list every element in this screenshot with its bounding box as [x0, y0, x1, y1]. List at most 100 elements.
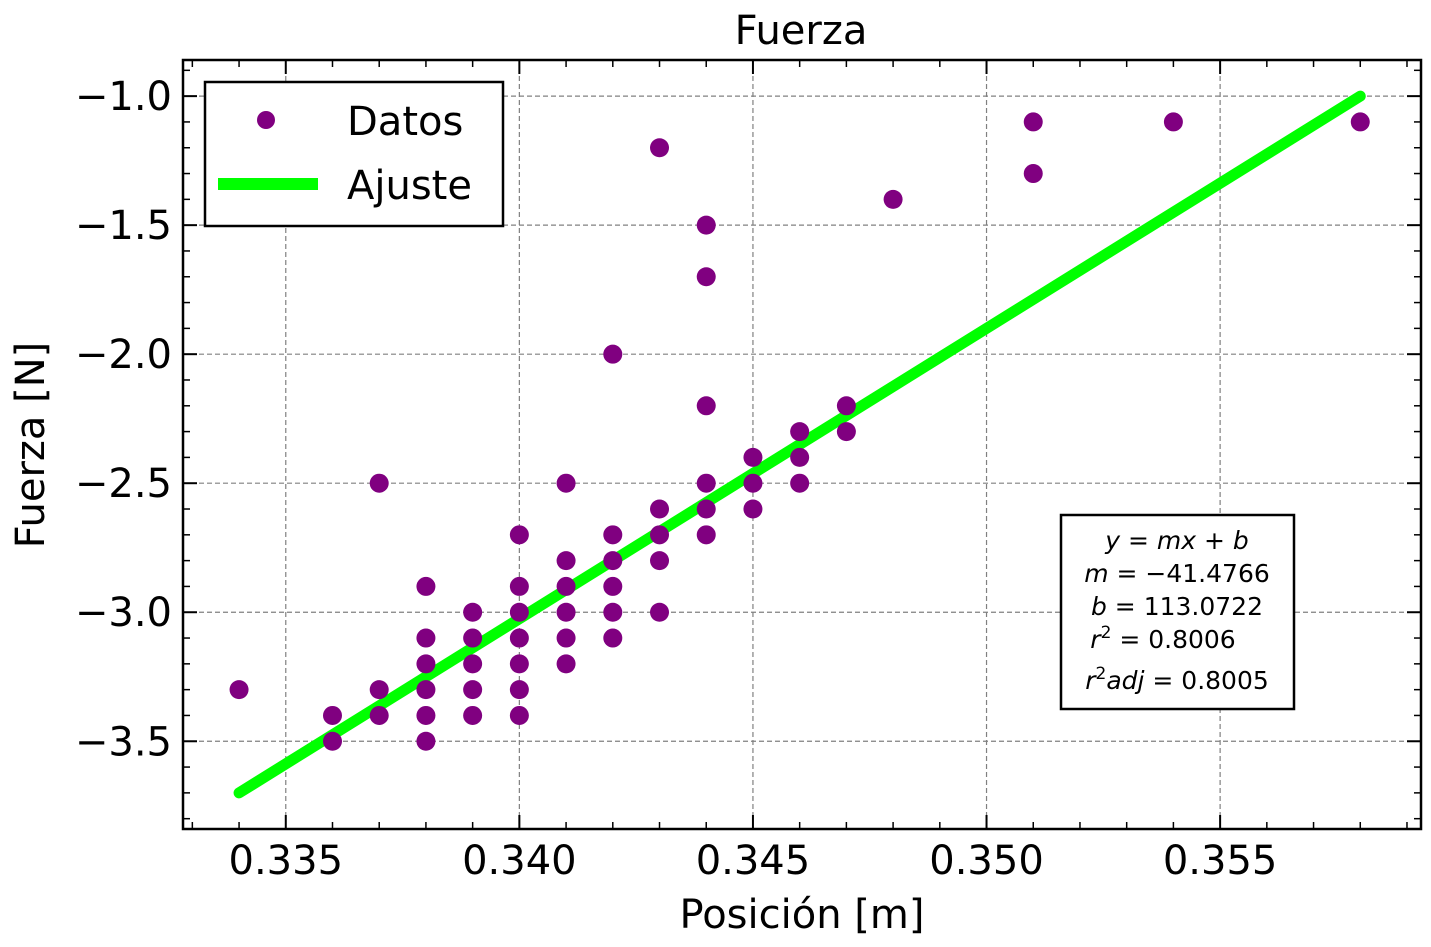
- legend-label-ajuste: Ajuste: [347, 163, 472, 209]
- stats-r2adj-sup: 2: [1095, 664, 1106, 684]
- data-point: [509, 654, 529, 674]
- y-tick-label: −2.5: [75, 461, 172, 507]
- data-point: [509, 705, 529, 725]
- data-point: [322, 705, 342, 725]
- x-tick-labels: 0.335 0.340 0.345 0.350 0.355: [229, 838, 1278, 884]
- data-point: [509, 525, 529, 545]
- fit-line-series: [233, 90, 1366, 799]
- legend-label-datos: Datos: [347, 99, 463, 145]
- y-tick-labels: −1.0 −1.5 −2.0 −2.5 −3.0 −3.5: [75, 74, 172, 765]
- y-tick-label: −3.0: [75, 590, 172, 636]
- data-point: [1350, 112, 1370, 132]
- data-point: [743, 473, 763, 493]
- stats-intercept-value: 113.0722: [1144, 592, 1263, 621]
- data-point: [416, 654, 436, 674]
- data-point: [696, 267, 716, 287]
- data-points-series: [229, 112, 1370, 751]
- data-point: [463, 680, 483, 700]
- data-point: [416, 680, 436, 700]
- y-tick-label: −3.5: [75, 719, 172, 765]
- data-point: [650, 551, 670, 571]
- data-point: [1023, 112, 1043, 132]
- data-point: [463, 628, 483, 648]
- plot-frame: [181, 58, 1423, 831]
- data-point: [650, 138, 670, 158]
- data-point: [556, 551, 576, 571]
- data-point: [556, 602, 576, 622]
- fit-line: [233, 90, 1366, 799]
- x-tick-label: 0.345: [696, 838, 811, 884]
- stats-r2-var: r: [1090, 625, 1102, 654]
- stats-r2adj-var: r: [1085, 666, 1097, 695]
- y-tick-label: −2.0: [75, 332, 172, 378]
- x-tick-label: 0.335: [229, 838, 344, 884]
- data-point: [696, 525, 716, 545]
- data-point: [696, 396, 716, 416]
- data-point: [229, 680, 249, 700]
- stats-slope: m = −41.4766: [1084, 559, 1270, 588]
- data-point: [883, 189, 903, 209]
- data-point: [463, 654, 483, 674]
- data-point: [696, 215, 716, 235]
- data-point: [650, 602, 670, 622]
- data-point: [322, 731, 342, 751]
- data-point: [556, 628, 576, 648]
- data-point: [650, 525, 670, 545]
- data-point: [743, 499, 763, 519]
- data-point: [509, 602, 529, 622]
- stats-r2adj-suffix: adj: [1106, 666, 1144, 695]
- data-point: [790, 447, 810, 467]
- data-point: [1023, 164, 1043, 184]
- data-point: [603, 602, 623, 622]
- stats-intercept-var: b: [1091, 592, 1107, 621]
- stats-equation: y = mx + b: [1104, 526, 1249, 555]
- stats-slope-var: m: [1084, 559, 1108, 588]
- data-point: [416, 628, 436, 648]
- data-point: [369, 680, 389, 700]
- y-tick-label: −1.5: [75, 203, 172, 249]
- data-point: [836, 396, 856, 416]
- data-point: [696, 473, 716, 493]
- data-point: [556, 576, 576, 596]
- data-point: [603, 628, 623, 648]
- stats-r2adj: r2adj = 0.8005: [1085, 664, 1269, 695]
- data-point: [603, 344, 623, 364]
- data-point: [463, 602, 483, 622]
- legend-box: [203, 80, 505, 228]
- stats-slope-value: −41.4766: [1145, 559, 1269, 588]
- data-point: [509, 628, 529, 648]
- stats-intercept: b = 113.0722: [1091, 592, 1263, 621]
- y-tick-label: −1.0: [75, 74, 172, 120]
- data-point: [416, 705, 436, 725]
- data-point: [509, 576, 529, 596]
- data-point: [836, 422, 856, 442]
- legend-marker-datos: [257, 111, 275, 129]
- stats-box: [1059, 513, 1296, 711]
- data-point: [416, 576, 436, 596]
- data-point: [416, 731, 436, 751]
- data-point: [603, 576, 623, 596]
- data-point: [1163, 112, 1183, 132]
- data-point: [603, 525, 623, 545]
- x-tick-label: 0.355: [1163, 838, 1278, 884]
- data-point: [790, 473, 810, 493]
- stats-annotation: y = mx + b m = −41.4766 b = 113.0722 r2 …: [1059, 513, 1296, 711]
- x-tick-label: 0.340: [462, 838, 577, 884]
- data-point: [556, 473, 576, 493]
- data-point: [790, 422, 810, 442]
- data-point: [369, 473, 389, 493]
- axis-ticks: [183, 60, 1421, 829]
- data-point: [696, 499, 716, 519]
- stats-r2: r2 = 0.8006: [1090, 623, 1235, 654]
- chart-title: Fuerza: [735, 8, 868, 54]
- data-point: [369, 705, 389, 725]
- legend: Datos Ajuste: [203, 80, 505, 228]
- data-point: [650, 499, 670, 519]
- data-point: [743, 447, 763, 467]
- data-point: [603, 551, 623, 571]
- y-axis-title: Fuerza [N]: [8, 342, 54, 549]
- stats-r2-value: 0.8006: [1148, 625, 1235, 654]
- data-point: [509, 680, 529, 700]
- data-point: [556, 654, 576, 674]
